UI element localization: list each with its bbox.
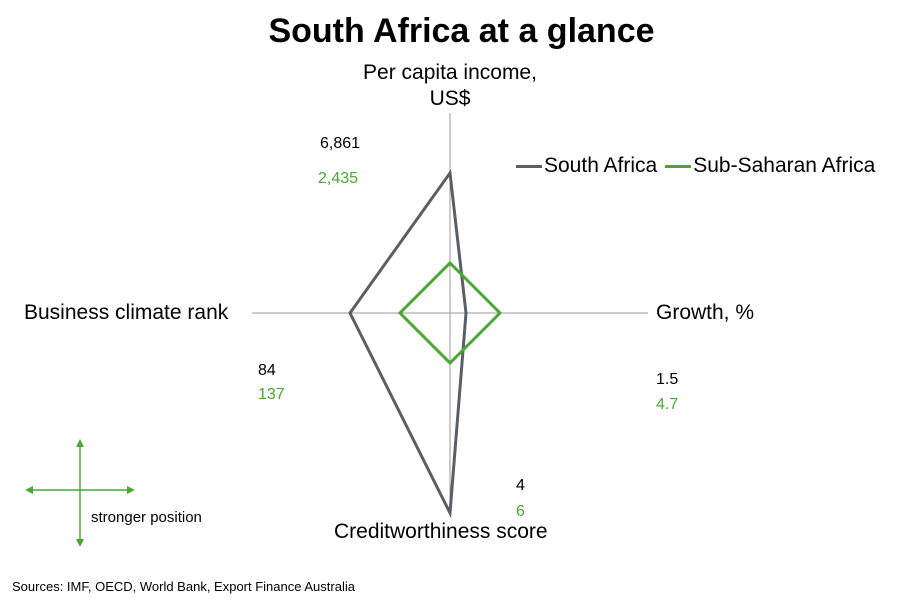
series-polygon-sub-saharan-africa (397, 260, 503, 366)
value-label-ssa-business: 137 (258, 386, 285, 403)
key-arrowhead-up (76, 439, 84, 447)
legend-item-sub-saharan-africa: Sub-Saharan Africa (665, 154, 875, 178)
value-label-ssa-income: 2,435 (318, 170, 359, 187)
series-polygon-south-africa (348, 168, 468, 519)
axis-label-per-capita-income: Per capita income, US$ (300, 60, 600, 112)
legend-swatch-south-africa (516, 164, 542, 168)
axis-label-top-text: Per capita income, US$ (363, 61, 537, 110)
legend-swatch-sub-saharan-africa (665, 164, 692, 168)
value-label-sa-business: 84 (258, 362, 276, 379)
chart-title: South Africa at a glance (268, 12, 655, 50)
key-arrowhead-right (127, 486, 135, 494)
axis-label-creditworthiness: Creditworthiness score (334, 520, 548, 543)
key-label: stronger position (91, 509, 202, 526)
axis-label-business-climate: Business climate rank (24, 301, 229, 324)
value-label-sa-growth: 1.5 (656, 371, 679, 388)
legend-label-south-africa: South Africa (544, 154, 658, 177)
axis-label-growth: Growth, % (656, 301, 755, 324)
legend: South Africa Sub-Saharan Africa (516, 154, 883, 178)
legend-label-sub-saharan-africa: Sub-Saharan Africa (693, 154, 876, 177)
source-note: Sources: IMF, OECD, World Bank, Export F… (12, 579, 355, 594)
value-label-sa-credit: 4 (516, 477, 525, 494)
value-label-ssa-growth: 4.7 (656, 396, 679, 413)
value-label-sa-income: 6,861 (320, 135, 361, 152)
key-arrowhead-left (25, 486, 33, 494)
value-label-ssa-credit: 6 (516, 503, 525, 520)
key-arrowhead-down (76, 539, 84, 547)
legend-item-south-africa: South Africa (516, 154, 657, 178)
stronger-position-key (25, 439, 135, 547)
